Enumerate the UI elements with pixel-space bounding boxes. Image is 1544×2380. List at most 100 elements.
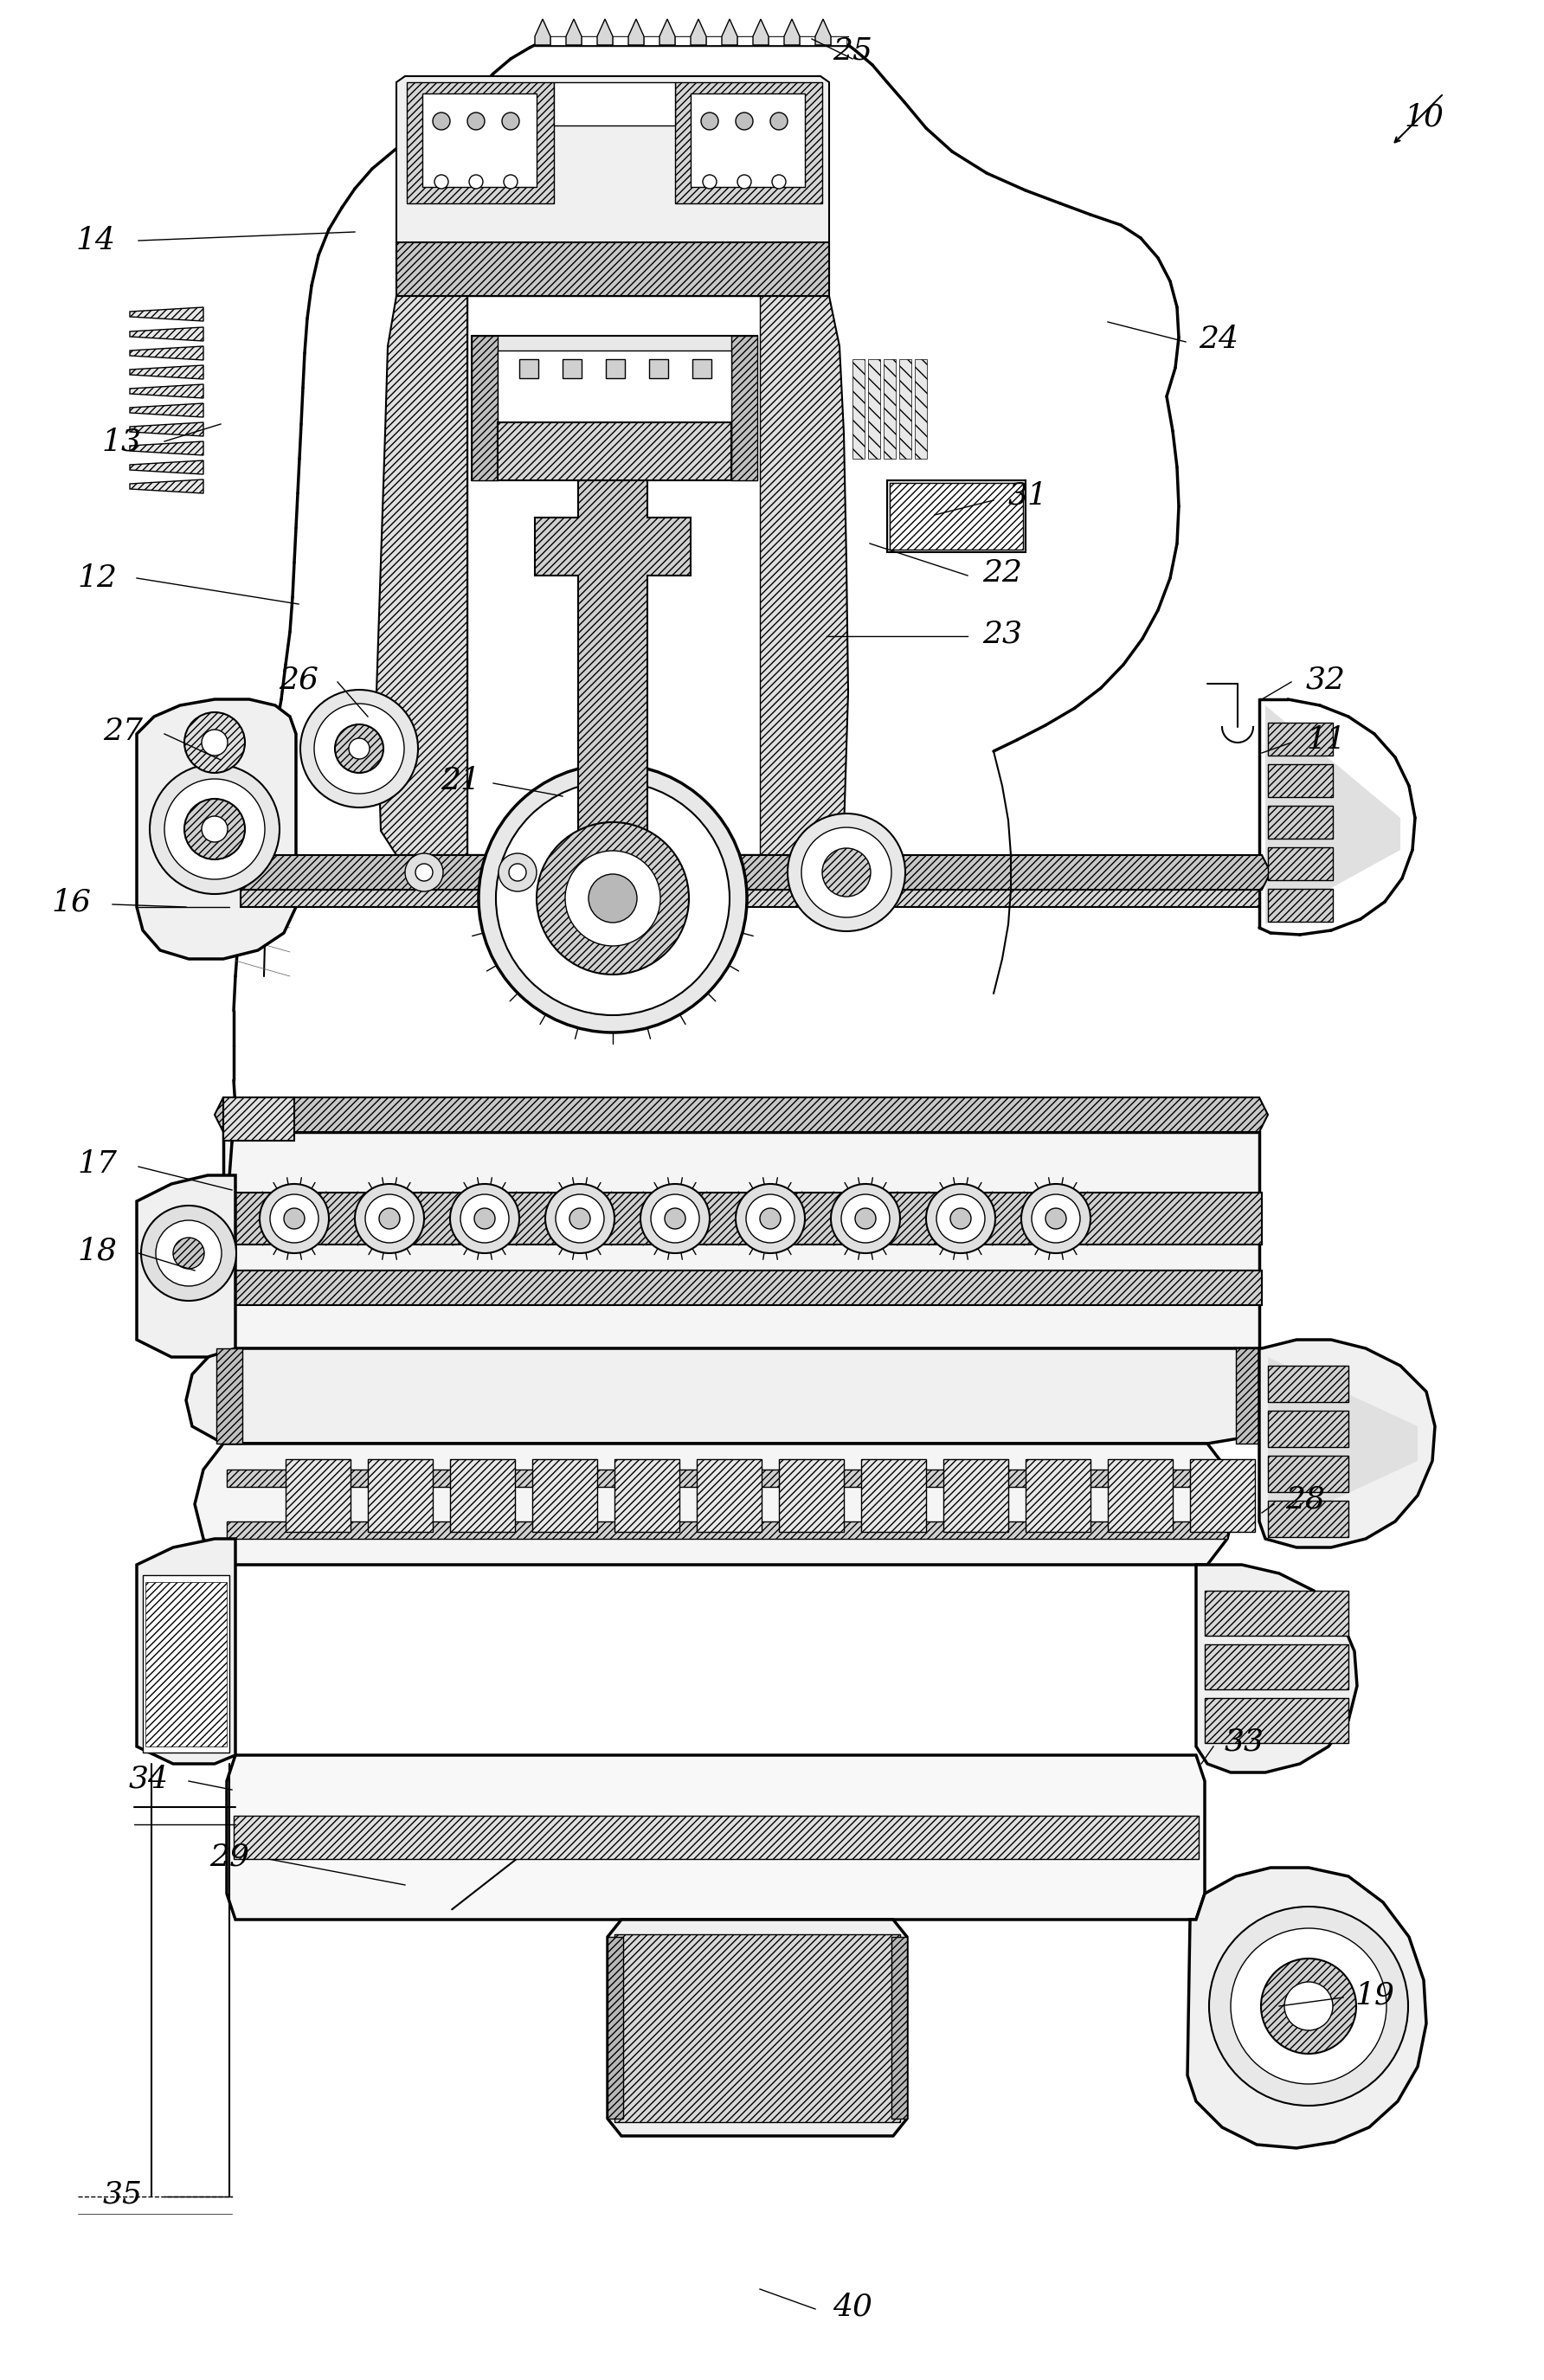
Polygon shape	[130, 402, 204, 416]
Circle shape	[823, 847, 871, 897]
Circle shape	[499, 854, 537, 892]
Circle shape	[284, 1209, 304, 1228]
Text: 11: 11	[1306, 726, 1346, 754]
Polygon shape	[721, 19, 738, 45]
Bar	[519, 359, 539, 378]
Circle shape	[415, 864, 432, 881]
Text: 26: 26	[278, 664, 318, 695]
Circle shape	[349, 738, 369, 759]
Polygon shape	[852, 359, 865, 459]
Polygon shape	[224, 1133, 1260, 1349]
Polygon shape	[1268, 764, 1332, 797]
Polygon shape	[1266, 704, 1400, 923]
Circle shape	[496, 781, 730, 1016]
Polygon shape	[628, 19, 644, 45]
Circle shape	[434, 174, 448, 188]
Circle shape	[801, 828, 891, 916]
Bar	[286, 1459, 350, 1533]
Polygon shape	[377, 295, 468, 854]
Circle shape	[831, 1183, 900, 1254]
Bar	[696, 1459, 761, 1533]
Text: 34: 34	[130, 1764, 168, 1792]
Circle shape	[565, 850, 661, 945]
Bar	[423, 93, 537, 188]
Polygon shape	[1204, 1697, 1348, 1742]
Polygon shape	[800, 36, 815, 45]
Circle shape	[202, 731, 227, 754]
Polygon shape	[784, 19, 800, 45]
Polygon shape	[1187, 1868, 1427, 2149]
Bar	[690, 93, 804, 188]
Polygon shape	[1268, 807, 1332, 838]
Circle shape	[652, 1195, 699, 1242]
Polygon shape	[753, 19, 769, 45]
Circle shape	[760, 1209, 781, 1228]
Circle shape	[926, 1183, 996, 1254]
Circle shape	[165, 778, 266, 878]
Polygon shape	[815, 19, 831, 45]
Circle shape	[301, 690, 418, 807]
Text: 28: 28	[1285, 1485, 1325, 1514]
Circle shape	[664, 1209, 686, 1228]
Polygon shape	[690, 19, 706, 45]
Text: 10: 10	[1403, 102, 1444, 131]
Circle shape	[537, 821, 689, 973]
Polygon shape	[1268, 1411, 1348, 1447]
Polygon shape	[615, 1935, 900, 2123]
Polygon shape	[130, 383, 204, 397]
Circle shape	[313, 704, 405, 793]
Bar	[943, 1459, 1008, 1533]
Polygon shape	[868, 359, 880, 459]
Polygon shape	[471, 336, 497, 481]
Text: 40: 40	[832, 2292, 872, 2320]
Polygon shape	[130, 478, 204, 493]
Circle shape	[1231, 1928, 1387, 2085]
Circle shape	[588, 873, 638, 923]
Polygon shape	[1268, 847, 1332, 881]
Bar	[367, 1459, 432, 1533]
Bar	[1107, 1459, 1173, 1533]
Polygon shape	[471, 336, 757, 481]
Polygon shape	[554, 83, 675, 126]
Circle shape	[259, 1183, 329, 1254]
Circle shape	[772, 174, 786, 188]
Circle shape	[738, 174, 752, 188]
Bar	[1190, 1459, 1255, 1533]
Circle shape	[937, 1195, 985, 1242]
Circle shape	[503, 174, 517, 188]
Circle shape	[184, 800, 245, 859]
Polygon shape	[883, 359, 896, 459]
Polygon shape	[130, 364, 204, 378]
Circle shape	[432, 112, 449, 131]
Polygon shape	[659, 19, 675, 45]
Polygon shape	[534, 481, 690, 854]
Polygon shape	[607, 1937, 624, 2118]
Polygon shape	[137, 1540, 235, 1764]
Polygon shape	[1204, 1590, 1348, 1635]
Text: 29: 29	[210, 1842, 249, 1871]
Text: 25: 25	[832, 36, 872, 64]
Bar	[497, 350, 732, 464]
Polygon shape	[130, 440, 204, 455]
Text: 13: 13	[102, 426, 141, 457]
Bar	[562, 359, 582, 378]
Polygon shape	[760, 295, 848, 854]
Circle shape	[855, 1209, 875, 1228]
Circle shape	[556, 1195, 604, 1242]
Text: 22: 22	[982, 559, 1022, 588]
Bar	[449, 1459, 516, 1533]
Polygon shape	[1235, 1349, 1261, 1445]
Circle shape	[468, 112, 485, 131]
Polygon shape	[497, 421, 732, 481]
Polygon shape	[551, 36, 567, 45]
Circle shape	[545, 1183, 615, 1254]
Circle shape	[335, 724, 383, 774]
Circle shape	[474, 1209, 496, 1228]
Polygon shape	[1268, 1357, 1417, 1530]
Polygon shape	[227, 1521, 1227, 1540]
Polygon shape	[1268, 724, 1332, 754]
Circle shape	[479, 764, 747, 1033]
Polygon shape	[1268, 1457, 1348, 1492]
Polygon shape	[216, 1349, 242, 1445]
Polygon shape	[899, 359, 911, 459]
